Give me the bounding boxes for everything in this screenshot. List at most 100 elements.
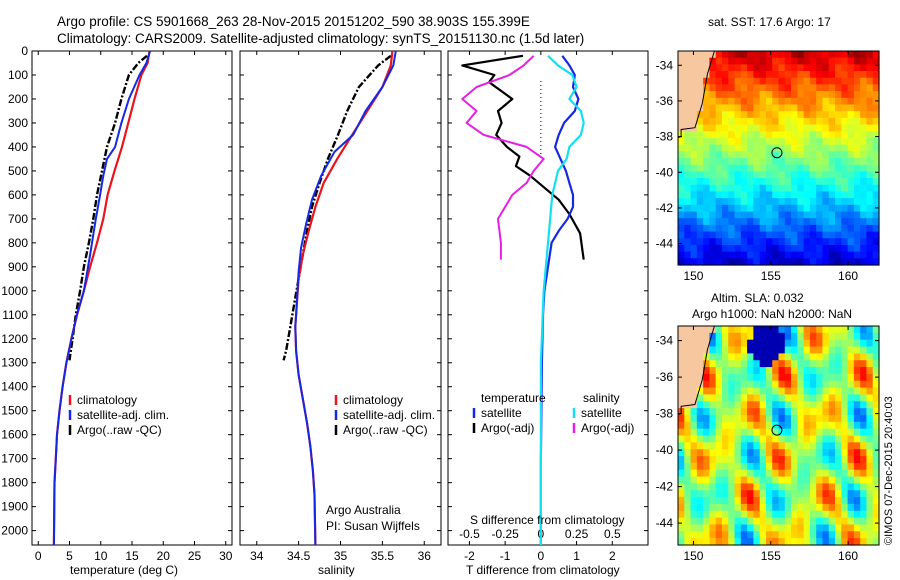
map-cell [835, 218, 842, 226]
map-cell [759, 238, 767, 246]
map-cell [860, 510, 868, 519]
map-cell [872, 178, 880, 186]
map-cell [822, 353, 830, 361]
map-cell [740, 360, 748, 368]
map-cell [860, 435, 868, 443]
map-cell [759, 469, 767, 478]
map-cell [778, 462, 786, 471]
map-cell [784, 184, 792, 193]
map-cell [709, 71, 717, 79]
map-cell [866, 111, 874, 119]
map-cell [778, 497, 786, 505]
map-cell [860, 517, 868, 526]
map-cell [678, 178, 685, 186]
map-cell [866, 421, 874, 430]
map-cell [847, 538, 855, 546]
map-cell [690, 476, 698, 484]
map-cell [772, 258, 780, 266]
map-cell [715, 224, 723, 233]
map-cell [728, 178, 736, 186]
map-cell [734, 360, 742, 368]
map-cell [690, 117, 698, 126]
map-cell [759, 435, 767, 443]
map-cell [734, 204, 742, 213]
map-cell [678, 204, 685, 213]
map-cell [841, 373, 849, 382]
map-cell [715, 517, 723, 526]
map-cell [715, 449, 723, 457]
map-cell [822, 421, 830, 430]
map-cell [703, 367, 711, 375]
map-cell [809, 332, 817, 341]
ytick-label: -34 [656, 334, 674, 348]
map-cell [784, 171, 792, 179]
map-cell [753, 476, 761, 484]
map-cell [740, 158, 748, 166]
map-cell [816, 394, 824, 402]
xtick-label: 35 [334, 549, 348, 563]
map-cell [759, 84, 767, 92]
map-cell [728, 497, 736, 505]
map-cell [853, 401, 861, 409]
map-cell [759, 360, 767, 368]
map-cell [721, 401, 729, 409]
xtick-label: 25 [188, 549, 202, 563]
map-cell [841, 258, 849, 266]
map-cell [696, 538, 704, 546]
map-cell [759, 164, 767, 172]
map-cell [728, 211, 736, 219]
map-cell [778, 326, 786, 334]
map-cell [803, 421, 811, 430]
map-cell [759, 111, 767, 119]
map-cell [747, 117, 754, 126]
map-cell [765, 360, 773, 368]
map-cell [784, 326, 792, 334]
map-cell [684, 144, 692, 152]
map-cell [690, 184, 698, 193]
map-cell [841, 428, 849, 437]
map-cell [765, 198, 773, 206]
map-cell [734, 191, 742, 199]
map-cell [759, 332, 767, 341]
map-cell [803, 517, 811, 526]
map-cell [765, 211, 773, 219]
map-cell [696, 57, 704, 65]
map-cell [803, 111, 811, 119]
xtick-label: 34 [250, 549, 264, 563]
map-cell [853, 510, 861, 519]
map-cell [835, 483, 842, 491]
map-cell [684, 251, 692, 259]
map-cell [690, 231, 698, 239]
map-cell [822, 435, 830, 443]
map-cell [822, 531, 830, 539]
ytick-label: -42 [656, 480, 674, 494]
map-cell [784, 244, 792, 253]
map-cell [853, 456, 861, 464]
map-cell [828, 144, 836, 152]
map-cell [759, 394, 767, 402]
map-cell [847, 111, 855, 119]
map-cell [816, 97, 824, 106]
map-cell [734, 449, 742, 457]
map-cell [678, 360, 685, 368]
map-cell [853, 97, 861, 106]
map-cell [759, 171, 767, 179]
map-cell [684, 380, 692, 389]
map-cell [778, 164, 786, 172]
map-cell [853, 151, 861, 159]
map-cell [772, 401, 780, 409]
map-cell [835, 449, 842, 457]
map-cell [703, 421, 711, 430]
map-cell [803, 524, 811, 532]
map-cell [822, 91, 830, 99]
map-cell [866, 483, 874, 491]
map-cell [740, 380, 748, 389]
satellite-line [294, 50, 397, 546]
map-cell [866, 531, 874, 539]
map-cell [772, 244, 780, 253]
map-cell [715, 387, 723, 396]
map-cell [765, 490, 773, 498]
map-cell [728, 238, 736, 246]
map-cell [709, 84, 717, 92]
